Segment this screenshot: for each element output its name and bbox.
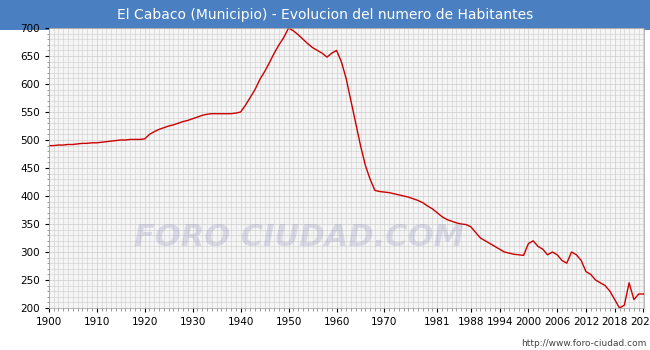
Text: FORO CIUDAD.COM: FORO CIUDAD.COM: [134, 224, 463, 252]
Text: http://www.foro-ciudad.com: http://www.foro-ciudad.com: [521, 339, 647, 348]
Text: El Cabaco (Municipio) - Evolucion del numero de Habitantes: El Cabaco (Municipio) - Evolucion del nu…: [117, 8, 533, 22]
